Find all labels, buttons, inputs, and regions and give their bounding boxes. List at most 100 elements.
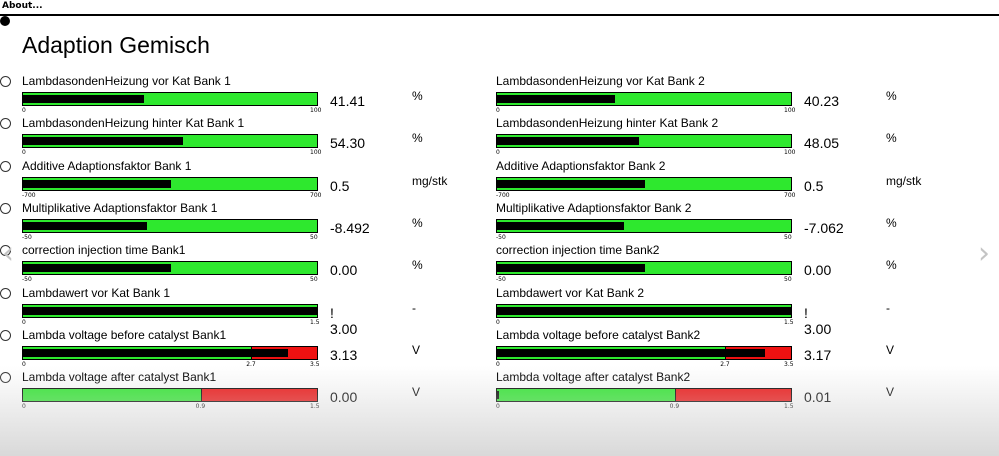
gauge-max-tick: 1.5 [310,403,320,411]
status-dot-icon [0,16,10,26]
gauge-select-radio[interactable] [0,76,11,87]
gauge-value: 54.30 [330,135,366,152]
gauge-label: LambdasondenHeizung hinter Kat Bank 1 [22,116,245,131]
gauge-min-tick: 0 [22,107,26,114]
gauge-bar [496,303,792,318]
gauge-select-radio[interactable] [0,245,11,257]
gauge-label: Lambdawert vor Kat Bank 2 [496,285,645,300]
gauge-bar [496,92,792,106]
gauge-label: correction injection time Bank1 [22,243,186,258]
gauge-min-tick: 0 [496,360,500,368]
gauge-min-tick: -700 [496,191,510,199]
gauge-min-tick: -50 [496,276,506,284]
gauge-unit: - [412,300,416,315]
gauge-min-tick: -50 [496,233,506,241]
gauge-max-tick: 100 [310,107,322,114]
gauge-label: LambdasondenHeizung vor Kat Bank 2 [496,74,705,88]
gauge-min-tick: -50 [22,276,32,284]
gauge-label: LambdasondenHeizung vor Kat Bank 1 [22,74,231,88]
gauge-label: Lambda voltage after catalyst Bank1 [22,370,217,385]
gauge-min-tick: 0 [22,360,26,368]
gauge-threshold-marker [725,346,727,359]
gauge-label: correction injection time Bank2 [496,243,660,258]
gauge-threshold-marker [674,389,676,402]
gauge-fill [497,264,645,273]
gauge-unit: V [886,385,895,400]
gauge-max-tick: 50 [310,233,318,241]
gauge-value: 0.01 [804,389,832,406]
gauge-bar [496,388,792,403]
gauge-bar [22,134,318,149]
gauge-max-tick: 1.5 [784,403,794,411]
gauge-fill [497,391,500,400]
gauge-min-tick: -700 [22,191,36,199]
gauge-unit: - [886,300,890,315]
gauge-value: 40.23 [804,93,840,109]
gauge-threshold-tick: 2.7 [720,360,730,368]
gauge-threshold-tick: 2.7 [246,360,256,368]
gauge-value: 0.5 [330,177,350,194]
gauge-max-tick: 50 [310,276,318,284]
gauge-select-radio[interactable] [0,160,11,172]
gauge-max-tick: 50 [784,233,792,241]
gauge-bar [22,388,318,403]
previous-page-icon[interactable]: ‹ [2,236,14,271]
gauge-bar [496,176,792,191]
gauge-min-tick: 0 [22,149,26,157]
gauge-value: 0.00 [330,262,358,279]
gauge-label: Additive Adaptionsfaktor Bank 1 [22,158,192,173]
gauge-select-radio[interactable] [0,202,11,214]
gauge-unit: % [412,131,423,146]
gauge-select-radio[interactable] [0,287,11,299]
gauge-threshold-tick: 0.9 [669,403,680,411]
gauge-red-zone [674,389,791,402]
gauge-bar [22,345,318,360]
next-page-icon[interactable]: › [978,236,990,271]
gauge-max-tick: 50 [784,276,792,284]
gauge-label: LambdasondenHeizung hinter Kat Bank 2 [496,116,719,131]
gauge-min-tick: 0 [496,318,500,326]
gauge-fill [23,95,145,103]
gauge-select-radio[interactable] [0,118,11,130]
gauge-unit: % [886,258,897,273]
gauge-max-tick: 1.5 [310,318,320,326]
gauge-value: -7.062 [804,219,844,236]
gauge-min-tick: 0 [22,318,26,326]
gauge-bar [22,218,318,233]
gauge-fill [497,137,640,146]
gauge-bar [22,92,318,106]
gauge-fill [497,306,791,315]
gauge-max-tick: 100 [784,107,796,114]
gauge-max-tick: 100 [784,149,796,157]
gauge-threshold-marker [251,346,253,359]
gauge-max-tick: 100 [310,149,322,157]
gauge-unit: % [886,131,897,146]
gauge-max-tick: 3.5 [784,360,794,368]
gauge-bar [22,176,318,191]
gauge-unit: % [412,89,423,103]
gauge-unit: V [886,342,895,357]
gauge-max-tick: 700 [784,191,796,199]
gauge-label: Lambda voltage after catalyst Bank2 [496,370,691,385]
gauge-min-tick: 0 [496,149,500,157]
gauge-min-tick: 0 [496,403,500,411]
gauge-fill [23,348,288,357]
about-menu-item[interactable]: About... [2,1,43,11]
menu-bar: About... [0,0,999,16]
gauge-value: 48.05 [804,135,840,152]
gauge-threshold-tick: 0.9 [195,403,206,411]
gauge-bar [496,218,792,233]
gauge-fill [23,179,171,188]
gauge-select-radio[interactable] [0,372,11,384]
gauge-value: 0.5 [804,177,824,194]
gauge-select-radio[interactable] [0,329,11,341]
gauge-max-tick: 700 [310,191,322,199]
gauge-value: ! 3.00 [330,304,358,337]
gauge-max-tick: 3.5 [310,360,320,368]
gauge-unit: V [412,342,421,357]
gauge-value: 3.17 [804,346,832,363]
gauge-red-zone [200,389,317,402]
gauge-bar [496,134,792,149]
gauge-min-tick: 0 [496,107,500,114]
gauge-unit: mg/stk [886,173,922,188]
